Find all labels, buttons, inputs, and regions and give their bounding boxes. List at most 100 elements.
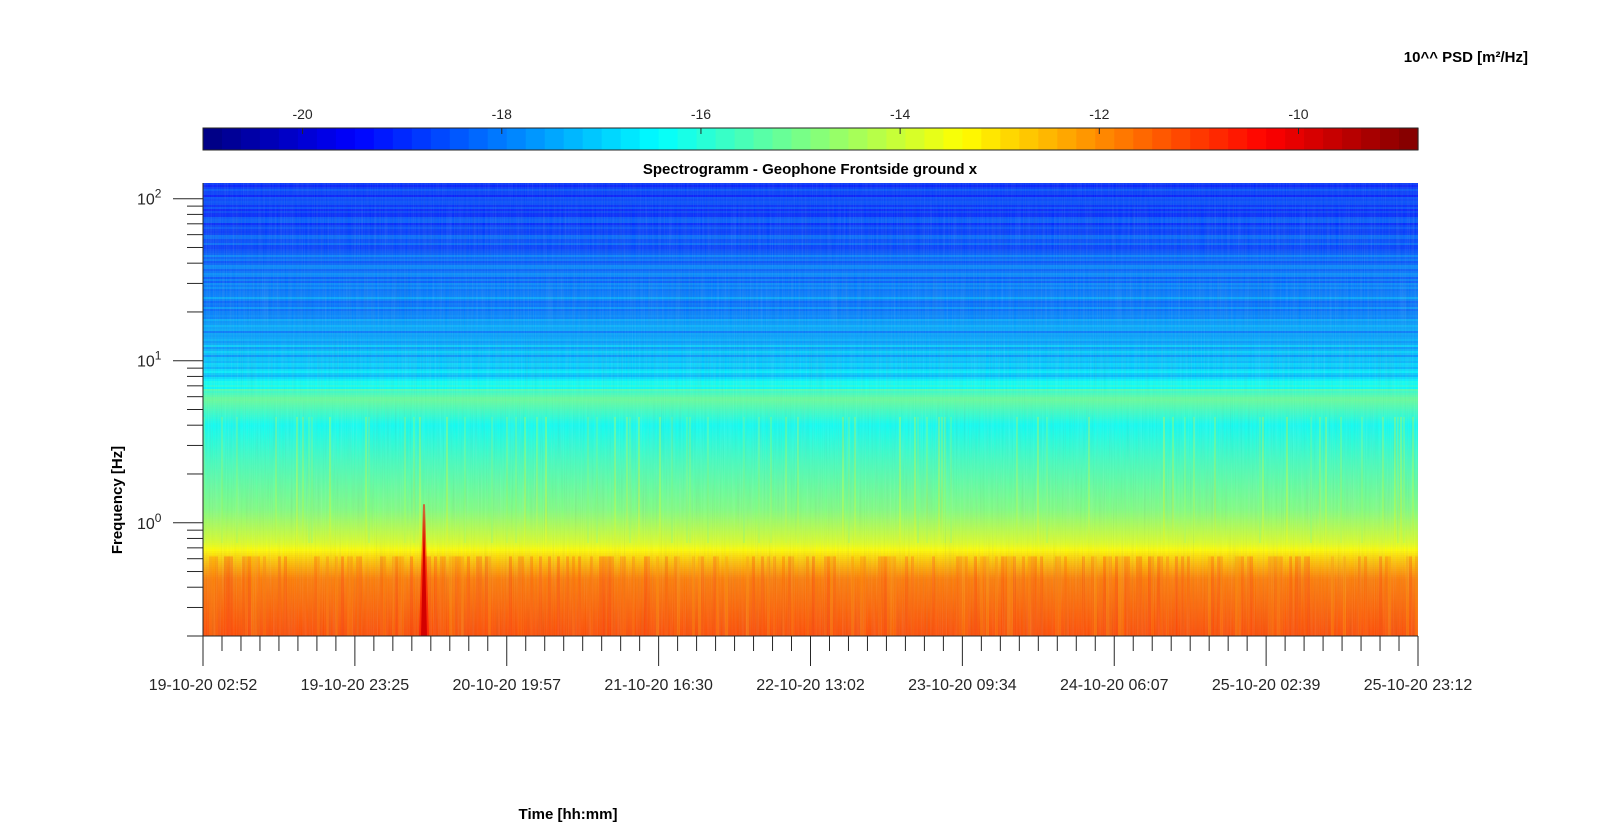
colorbar-segment xyxy=(943,128,963,150)
y-tick-exponent: 0 xyxy=(155,511,162,525)
colorbar-segment xyxy=(639,128,660,150)
x-axis-label: Time [hh:mm] xyxy=(519,806,618,823)
transient-event-marker xyxy=(419,504,429,636)
colorbar-segment xyxy=(677,128,698,150)
colorbar-segment xyxy=(924,128,944,150)
colorbar-segment xyxy=(791,128,812,150)
colorbar-segment xyxy=(715,128,736,150)
x-tick-label: 20-10-20 19:57 xyxy=(452,677,561,694)
colorbar-segment xyxy=(1304,128,1324,150)
colorbar-segment xyxy=(259,128,280,150)
x-tick-label: 24-10-20 06:07 xyxy=(1060,677,1169,694)
colorbar-segment xyxy=(601,128,622,150)
colorbar-segment xyxy=(203,128,223,150)
colorbar-segment xyxy=(905,128,925,150)
colorbar-segment xyxy=(1361,128,1381,150)
x-tick-label: 19-10-20 23:25 xyxy=(301,677,410,694)
colorbar-segment xyxy=(544,128,565,150)
y-tick-base: 10 xyxy=(137,516,155,533)
transient-event-core xyxy=(421,510,427,636)
colorbar-segment xyxy=(1209,128,1229,150)
colorbar-segment xyxy=(582,128,603,150)
colorbar-segment xyxy=(221,128,242,150)
y-tick-label: 100 xyxy=(137,511,162,533)
colorbar-segment xyxy=(1133,128,1153,150)
colorbar xyxy=(202,127,1419,151)
colorbar-segment xyxy=(1076,128,1096,150)
colorbar-segment xyxy=(620,128,641,150)
colorbar-tick-label: -14 xyxy=(890,106,910,122)
y-tick-label: 102 xyxy=(137,187,162,209)
x-tick-label: 25-10-20 02:39 xyxy=(1212,677,1321,694)
colorbar-segment xyxy=(810,128,831,150)
colorbar-segment xyxy=(1057,128,1077,150)
colorbar-segment xyxy=(658,128,679,150)
colorbar-segment xyxy=(1171,128,1191,150)
x-tick-label: 23-10-20 09:34 xyxy=(908,677,1017,694)
colorbar-tick-label: -12 xyxy=(1089,106,1109,122)
colorbar-segment xyxy=(981,128,1001,150)
x-tick-label: 25-10-20 23:12 xyxy=(1364,677,1473,694)
colorbar-segment xyxy=(1399,128,1419,150)
colorbar-segment xyxy=(1285,128,1305,150)
y-tick-exponent: 2 xyxy=(155,187,162,201)
x-tick-label: 22-10-20 13:02 xyxy=(756,677,865,694)
colorbar-segment xyxy=(1095,128,1115,150)
colorbar-segment xyxy=(696,128,717,150)
colorbar-segment xyxy=(734,128,755,150)
colorbar-segment xyxy=(411,128,432,150)
colorbar-segment xyxy=(430,128,451,150)
colorbar-segment xyxy=(468,128,489,150)
colorbar-segment xyxy=(487,128,508,150)
y-tick-base: 10 xyxy=(137,192,155,209)
colorbar-segment xyxy=(297,128,318,150)
colorbar-ticks: -20 -18 -16 -14 -12 -10 xyxy=(292,106,1309,134)
colorbar-segment xyxy=(1038,128,1058,150)
colorbar-segment xyxy=(506,128,527,150)
colorbar-segment xyxy=(829,128,850,150)
colorbar-segment xyxy=(1228,128,1248,150)
colorbar-segment xyxy=(886,128,907,150)
colorbar-frame xyxy=(202,127,1419,151)
colorbar-segment xyxy=(1019,128,1039,150)
colorbar-segment xyxy=(1114,128,1134,150)
colorbar-segment xyxy=(354,128,375,150)
y-axis-label: Frequency [Hz] xyxy=(109,446,126,554)
colorbar-segment xyxy=(867,128,888,150)
noise-texture xyxy=(203,183,1418,636)
colorbar-segment xyxy=(848,128,869,150)
y-tick-label: 101 xyxy=(137,349,162,371)
colorbar-segment xyxy=(373,128,394,150)
colorbar-segment xyxy=(563,128,584,150)
colorbar-tick-label: -20 xyxy=(292,106,312,122)
colorbar-segment xyxy=(525,128,546,150)
y-tick-base: 10 xyxy=(137,354,155,371)
x-tick-label: 19-10-20 02:52 xyxy=(149,677,258,694)
colorbar-segment xyxy=(753,128,774,150)
colorbar-segment xyxy=(278,128,299,150)
colorbar-tick-label: -10 xyxy=(1288,106,1308,122)
x-axis: 19-10-20 02:52 19-10-20 23:25 20-10-20 19:… xyxy=(149,635,1473,694)
colorbar-tick-label: -16 xyxy=(691,106,711,122)
colorbar-segment xyxy=(1190,128,1210,150)
y-tick-exponent: 1 xyxy=(155,349,162,363)
spectrogram-plot-area xyxy=(203,183,1418,636)
colorbar-segment xyxy=(1152,128,1172,150)
colorbar-segment xyxy=(392,128,413,150)
colorbar-segment xyxy=(1323,128,1343,150)
colorbar-segment xyxy=(962,128,982,150)
colorbar-segment xyxy=(1342,128,1362,150)
colorbar-segment xyxy=(1266,128,1286,150)
colorbar-segment xyxy=(335,128,356,150)
colorbar-tick-label: -18 xyxy=(492,106,512,122)
colorbar-segment xyxy=(1380,128,1400,150)
chart-title: Spectrogramm - Geophone Frontside ground… xyxy=(643,161,978,178)
colorbar-label: 10^^ PSD [m²/Hz] xyxy=(1404,49,1528,66)
colorbar-segment xyxy=(449,128,470,150)
colorbar-segment xyxy=(772,128,793,150)
x-tick-label: 21-10-20 16:30 xyxy=(604,677,713,694)
colorbar-segment xyxy=(240,128,261,150)
colorbar-segment xyxy=(1247,128,1267,150)
